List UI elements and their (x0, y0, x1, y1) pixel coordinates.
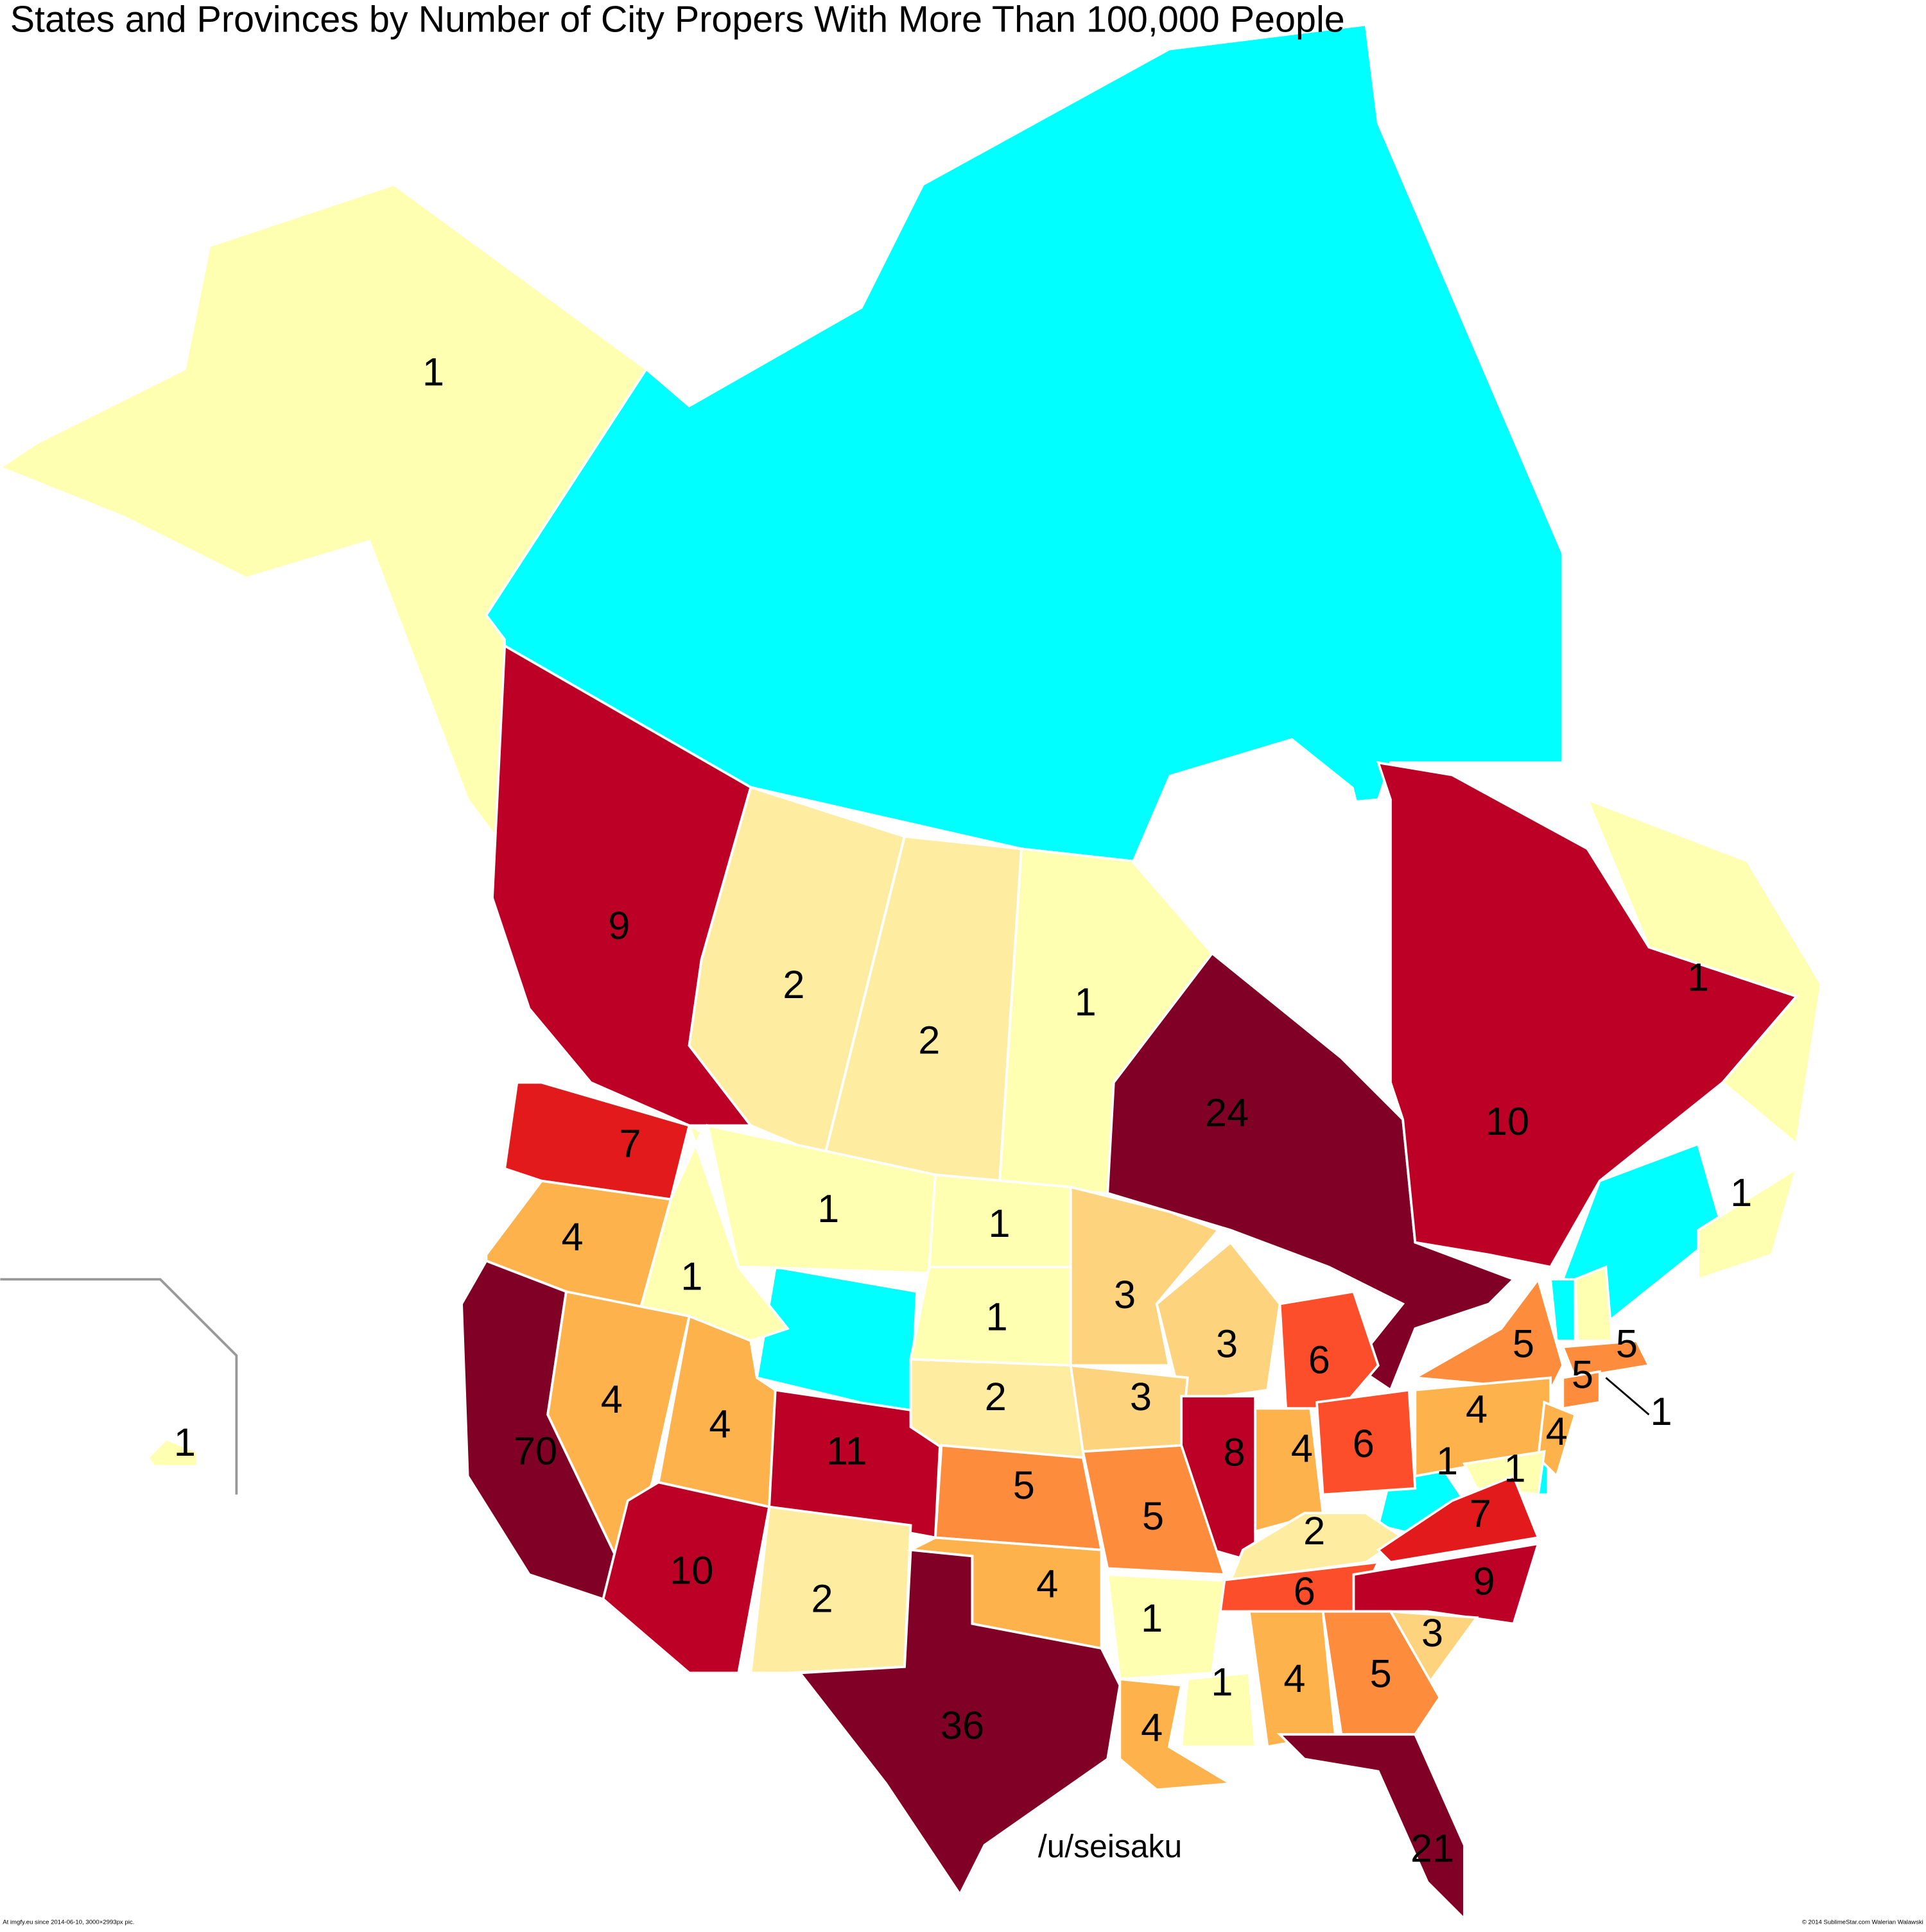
region-label: 11 (826, 1428, 867, 1472)
region (1069, 1364, 1189, 1453)
region-label: 1 (681, 1254, 702, 1298)
inset-frame (0, 1278, 238, 1495)
region (1462, 1450, 1546, 1496)
region-label: 24 (1205, 1090, 1249, 1134)
region-label: 2 (1303, 1508, 1325, 1553)
credit: /u/seisaku (1038, 1829, 1182, 1865)
region-label: 70 (514, 1428, 557, 1472)
region (1278, 1290, 1380, 1410)
regions (0, 183, 1823, 1922)
region-label: 9 (1473, 1559, 1495, 1603)
region (1180, 1671, 1257, 1748)
region-label: 1 (817, 1186, 839, 1230)
region (1561, 1370, 1601, 1410)
region-label: 1 (1504, 1445, 1525, 1490)
footer-left: At imgfy.eu since 2014-06-10, 3000×2993p… (3, 1919, 134, 1926)
region-label: 2 (985, 1374, 1007, 1419)
region (1697, 1166, 1799, 1281)
region-label: 4 (1141, 1705, 1163, 1750)
region-label: 1 (986, 1295, 1008, 1339)
region-label: 6 (1353, 1421, 1375, 1465)
region-label: 4 (1546, 1409, 1568, 1453)
region-label: 4 (709, 1401, 731, 1445)
region-label: 10 (670, 1548, 713, 1592)
region-label: 2 (918, 1017, 940, 1062)
region-label: 1 (988, 1201, 1010, 1245)
footer-right: © 2014 SublimeStar.com Walerian Walawski (1802, 1919, 1923, 1926)
hudson-bay (1132, 737, 1378, 1058)
region (706, 1124, 937, 1275)
region (1081, 1444, 1226, 1576)
region-label: 3 (1421, 1610, 1443, 1655)
region-label: 1 (1436, 1438, 1458, 1483)
region-label: 2 (811, 1576, 833, 1620)
region (1276, 1733, 1466, 1922)
region-label: 5 (1572, 1352, 1593, 1397)
region-label: 7 (620, 1121, 641, 1165)
region (797, 1548, 1122, 1897)
region-label: 1 (1211, 1660, 1233, 1704)
region (1118, 1677, 1235, 1791)
region-label: 36 (941, 1703, 984, 1747)
region-label: 6 (1308, 1338, 1330, 1382)
region-label: 4 (1036, 1561, 1058, 1605)
region-label: 1 (1651, 1389, 1672, 1433)
region-label: 3 (1114, 1272, 1136, 1316)
region (1315, 1388, 1417, 1496)
region-label: 5 (1142, 1494, 1164, 1538)
region (1180, 1395, 1257, 1564)
region-label: 3 (1130, 1374, 1152, 1419)
region (1376, 1474, 1540, 1564)
region-label: 5 (1370, 1651, 1392, 1695)
region-label: 4 (601, 1377, 623, 1421)
region (1561, 1339, 1651, 1379)
region-label: 10 (1486, 1099, 1529, 1143)
region (1585, 797, 1823, 1146)
vermont (1549, 1278, 1577, 1342)
region-label: 1 (1730, 1170, 1752, 1214)
region (1155, 1240, 1281, 1404)
region-label: 4 (561, 1214, 583, 1259)
region-label: 5 (1513, 1322, 1534, 1366)
leader-line (1605, 1377, 1650, 1416)
region-label: 3 (1216, 1322, 1238, 1366)
region-label: 7 (1470, 1491, 1491, 1535)
region-label: 1 (422, 350, 444, 394)
region-label: 4 (1283, 1656, 1305, 1700)
region-label: 6 (1294, 1569, 1315, 1613)
region-label: 5 (1616, 1322, 1638, 1366)
northern-territories (485, 23, 1565, 863)
region (1106, 1573, 1226, 1680)
region-label: 8 (1224, 1429, 1245, 1474)
title: States and Provinces by Number of City P… (10, 0, 1345, 40)
region-label: 4 (1291, 1426, 1313, 1471)
region-label: 1 (1141, 1596, 1163, 1640)
region-label: 2 (783, 962, 804, 1006)
region (0, 183, 648, 853)
region (146, 1438, 198, 1468)
region-label: 1 (1075, 979, 1097, 1024)
region-label: 9 (608, 903, 630, 947)
region-label: 21 (1410, 1825, 1454, 1870)
region (1321, 1610, 1441, 1736)
region (1376, 761, 1799, 1269)
region-label: 1 (174, 1420, 196, 1464)
region-label: 5 (1013, 1463, 1035, 1507)
region-label: 1 (1687, 955, 1709, 999)
region (1574, 1265, 1614, 1342)
region-label: 4 (1466, 1386, 1488, 1431)
region (1536, 1401, 1577, 1479)
unlabeled-regions (0, 23, 1724, 1539)
